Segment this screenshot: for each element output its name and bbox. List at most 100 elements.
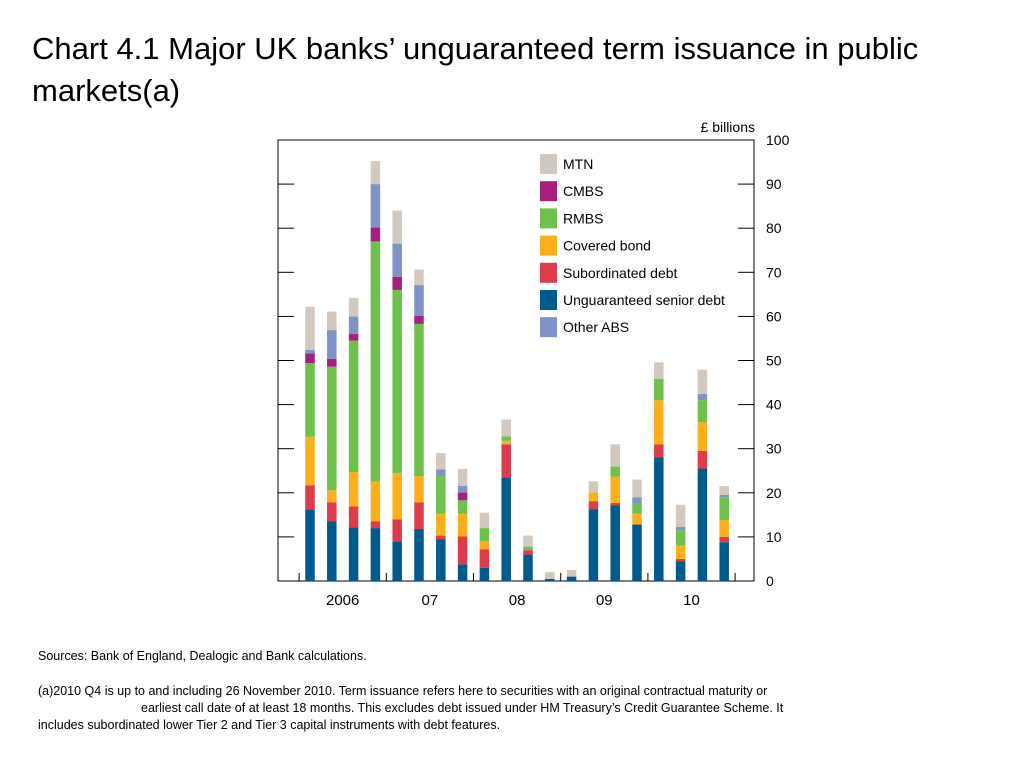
legend: MTN CMBS RMBS Covered bond Subordinated debt…	[540, 154, 725, 338]
y-tick-label: 70	[766, 264, 782, 280]
bar-segment	[327, 502, 337, 522]
bar-segment	[436, 513, 446, 536]
bar-segment	[327, 490, 337, 503]
bar-segment	[610, 505, 620, 581]
footnote-line-1: (a)2010 Q4 is up to and including 26 Nov…	[38, 684, 768, 698]
legend-swatch	[540, 290, 557, 310]
legend-label: RMBS	[563, 210, 603, 226]
bar-segment	[348, 506, 359, 528]
bar-segment	[632, 524, 642, 581]
bar-segment	[501, 440, 511, 445]
bar-segment	[305, 306, 315, 350]
bar-segment	[588, 509, 599, 581]
bar-segment	[457, 536, 468, 565]
bar-segment	[632, 497, 642, 504]
bar-segment	[675, 558, 686, 562]
bar-segment	[632, 503, 642, 514]
bar-segment	[457, 500, 468, 514]
legend-label: Subordinated debt	[563, 265, 678, 281]
bar-segment	[436, 535, 446, 540]
bar-segment	[327, 311, 337, 331]
bar-segment	[588, 481, 599, 493]
bar-segment	[479, 541, 490, 550]
footnote-line-3: includes subordinated lower Tier 2 and T…	[38, 718, 501, 732]
bar-segment	[654, 457, 664, 581]
bar-segment	[370, 227, 381, 242]
bar-segment	[501, 477, 511, 581]
bar-segment	[610, 444, 620, 467]
bar-segment	[436, 469, 446, 477]
bar-segment	[327, 330, 337, 359]
y-tick-label: 80	[766, 220, 782, 236]
bar-segment	[348, 472, 359, 507]
legend-swatch	[540, 317, 557, 338]
y-tick-label: 40	[766, 397, 782, 413]
bar-segment	[545, 572, 555, 579]
bar-segment	[501, 444, 511, 478]
bar-segment	[370, 528, 381, 581]
bar-segment	[414, 323, 424, 477]
legend-swatch	[540, 262, 557, 283]
bar-segment	[479, 567, 490, 581]
bar-segment	[719, 486, 729, 496]
bar-segment	[457, 492, 468, 501]
y-tick-label: 100	[766, 132, 790, 148]
bar-segment	[654, 379, 664, 401]
bar-segment	[436, 476, 446, 514]
bar-segment	[479, 512, 490, 529]
legend-label: Covered bond	[563, 238, 651, 254]
bar-segment	[414, 269, 424, 286]
bar-segment	[370, 521, 381, 529]
bar-segment	[523, 535, 533, 547]
x-tick-label: 07	[422, 592, 439, 609]
chart-title: Chart 4.1 Major UK banks’ unguaranteed t…	[32, 31, 919, 108]
y-axis: 0 10 20 30 40 50 60 70 80 90 100	[278, 132, 790, 589]
x-tick-label: 10	[683, 592, 700, 609]
bar-segment	[414, 285, 424, 316]
bar-segment	[327, 366, 337, 491]
bar-segment	[457, 513, 468, 537]
bar-segment	[348, 527, 359, 581]
y-tick-label: 50	[766, 353, 782, 369]
legend-swatch	[540, 208, 557, 229]
y-tick-label: 60	[766, 308, 782, 324]
legend-label: Other ABS	[563, 319, 629, 335]
bar-segment	[392, 289, 402, 473]
bar-segment	[523, 550, 533, 555]
bar-segment	[479, 549, 490, 568]
bar-segment	[436, 539, 446, 581]
bar-segment	[305, 363, 315, 437]
bar-segment	[654, 444, 664, 458]
bar-segment	[392, 541, 402, 581]
bar-segment	[675, 526, 686, 531]
legend-swatch	[540, 235, 557, 256]
legend-label: Unguaranteed senior debt	[563, 292, 725, 308]
bar-segment	[545, 578, 555, 581]
bar-segment	[675, 545, 686, 559]
x-tick-label: 2006	[326, 592, 359, 609]
bar-segment	[305, 509, 315, 581]
bar-segment	[719, 495, 729, 498]
bar-segment	[327, 358, 337, 367]
legend-label: CMBS	[563, 183, 603, 199]
y-tick-label: 10	[766, 529, 782, 545]
bar-segment	[697, 394, 708, 401]
bar-segment	[305, 436, 315, 486]
footnote-line-2: earliest call date of at least 18 months…	[141, 701, 784, 715]
y-tick-label: 0	[766, 573, 774, 589]
bar-segment	[588, 492, 599, 502]
footnote: (a)2010 Q4 is up to and including 26 Nov…	[38, 683, 938, 734]
bar-segment	[610, 476, 620, 503]
bar-segment	[370, 184, 381, 228]
bar-segment	[697, 422, 708, 451]
bar-segment	[370, 481, 381, 522]
y-tick-label: 30	[766, 441, 782, 457]
bar-segment	[719, 497, 729, 521]
bar-segment	[501, 436, 511, 441]
bar-segment	[436, 453, 446, 470]
bar-segment	[501, 419, 511, 437]
bar-segment	[610, 502, 620, 506]
bar-segment	[414, 476, 424, 503]
y-tick-label: 20	[766, 485, 782, 501]
